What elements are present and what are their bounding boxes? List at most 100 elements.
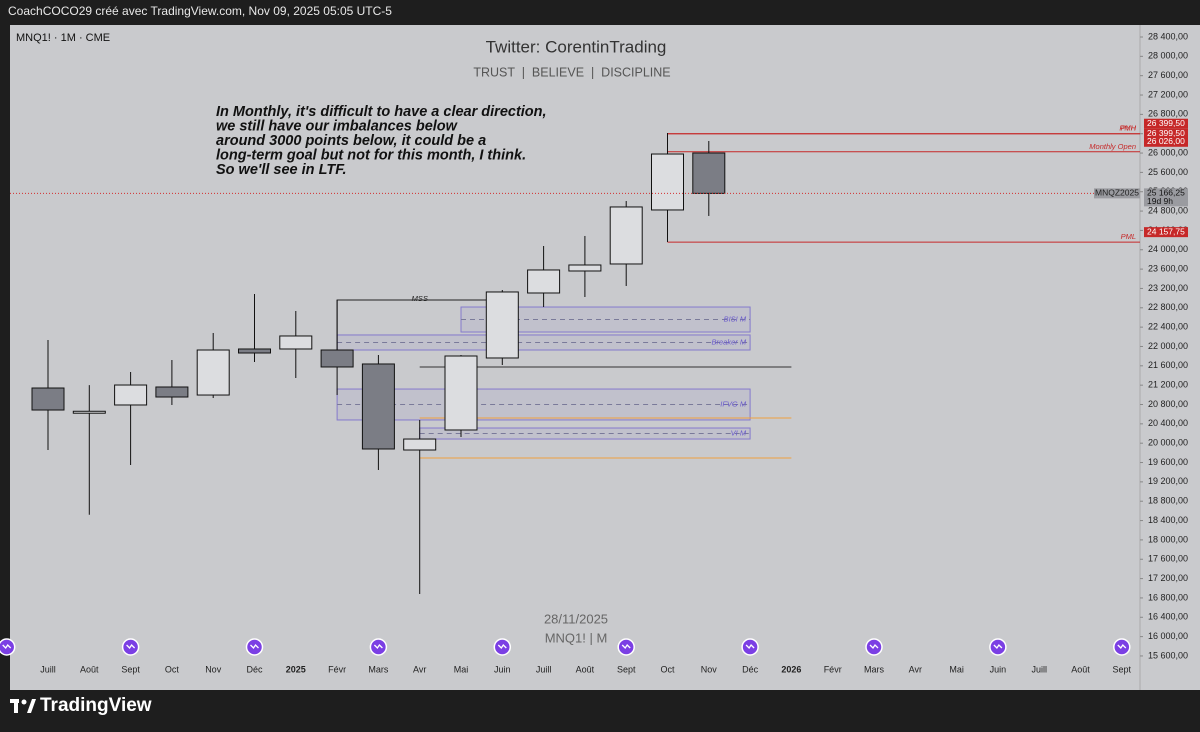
- candle-body: [196, 349, 230, 396]
- price-tag: [1144, 118, 1188, 129]
- event-icon: [0, 638, 16, 656]
- brand-text: TradingView: [40, 695, 152, 716]
- y-tick-label: 16 800,00: [1148, 592, 1188, 602]
- x-tick-label: Mai: [454, 664, 469, 674]
- event-icon-glyph: [621, 643, 631, 650]
- zone-label: BISI M: [724, 315, 747, 324]
- x-tick-label: Août: [1071, 664, 1090, 674]
- mss-label: MSS: [412, 294, 428, 303]
- y-tick-label: 22 000,00: [1148, 341, 1188, 351]
- candle-body: [361, 363, 395, 450]
- key-level-name: Monthly Open: [1089, 142, 1136, 151]
- x-tick-label: Nov: [205, 664, 222, 674]
- x-tick-label: Juill: [1031, 664, 1047, 674]
- zone-label: VI M: [731, 429, 747, 438]
- price-tag-label: 26 399,50: [1147, 118, 1185, 128]
- x-tick-label: Sept: [121, 664, 140, 674]
- annotation: In Monthly, it's difficult to have a cle…: [216, 104, 547, 120]
- y-tick-label: 15 600,00: [1148, 650, 1188, 660]
- y-tick-label: 17 200,00: [1148, 573, 1188, 583]
- price-tag-label: 25 166,25: [1147, 188, 1185, 198]
- price-tag: [1144, 227, 1188, 238]
- y-tick-label: 18 800,00: [1148, 496, 1188, 506]
- y-tick-label: 26 000,00: [1148, 147, 1188, 157]
- event-icon-glyph: [126, 643, 136, 650]
- y-tick-label: 20 000,00: [1148, 438, 1188, 448]
- x-tick-label: Févr: [328, 664, 346, 674]
- logo-part: [14, 699, 18, 713]
- price-tag: [1144, 188, 1188, 207]
- logo-part: [21, 699, 27, 705]
- event-icon-glyph: [745, 643, 755, 650]
- y-tick-label: 19 600,00: [1148, 457, 1188, 467]
- x-tick-label: Oct: [660, 664, 675, 674]
- symbol-tag-label: MNQZ2025: [1095, 188, 1139, 198]
- candle-body: [403, 438, 437, 451]
- candle-body: [527, 269, 561, 294]
- x-tick-label: Août: [576, 664, 595, 674]
- y-tick-label: 20 800,00: [1148, 399, 1188, 409]
- zone-label: Breaker M: [712, 337, 747, 346]
- x-tick-label: Juill: [536, 664, 552, 674]
- candle-body: [155, 386, 189, 398]
- key-level-name: PML: [1121, 232, 1136, 241]
- date-label: 28/11/2025: [544, 611, 608, 626]
- y-tick-label: 28 000,00: [1148, 51, 1188, 61]
- countdown: 19d 9h: [1147, 196, 1173, 206]
- x-tick-label: Juin: [990, 664, 1007, 674]
- x-tick-label: Mai: [949, 664, 964, 674]
- x-tick-label: Févr: [824, 664, 842, 674]
- y-tick-label: 27 200,00: [1148, 89, 1188, 99]
- x-tick-label: Sept: [1113, 664, 1132, 674]
- candle-body: [651, 153, 684, 211]
- y-tick-label: 23 600,00: [1148, 263, 1188, 273]
- header: CoachCOCO29 créé avec TradingView.com, N…: [8, 4, 392, 18]
- y-tick-label: 18 400,00: [1148, 515, 1188, 525]
- y-tick-label: 23 200,00: [1148, 283, 1188, 293]
- x-tick-label: 2026: [781, 664, 801, 674]
- event-icon-glyph: [373, 643, 383, 650]
- y-tick-label: 20 400,00: [1148, 418, 1188, 428]
- event-icon-glyph: [993, 643, 1003, 650]
- watermark: MNQ1! | M: [545, 630, 608, 645]
- candle-body: [485, 291, 519, 359]
- x-tick-label: Juin: [494, 664, 511, 674]
- event-icon-glyph: [869, 643, 879, 650]
- event-icon-glyph: [2, 643, 12, 650]
- y-tick-label: 28 400,00: [1148, 31, 1188, 41]
- annotation: around 3000 points below, it could be a: [216, 133, 486, 149]
- candle-body: [31, 387, 65, 411]
- y-tick-label: 27 600,00: [1148, 70, 1188, 80]
- x-tick-label: Nov: [701, 664, 718, 674]
- symbol: MNQ1! · 1M · CME: [16, 32, 110, 44]
- y-tick-label: 21 200,00: [1148, 380, 1188, 390]
- y-tick-label: 21 600,00: [1148, 360, 1188, 370]
- price-tag: [1144, 128, 1188, 139]
- y-tick-label: 24 000,00: [1148, 244, 1188, 254]
- candle-body: [72, 410, 106, 414]
- x-tick-label: Avr: [413, 664, 426, 674]
- candle-body: [320, 349, 354, 368]
- brand: TradingView: [10, 695, 152, 716]
- key-level-name: PMH: [1119, 124, 1136, 133]
- annotation: So we'll see in LTF.: [216, 162, 347, 178]
- candle-body: [114, 384, 148, 406]
- x-tick-label: 2025: [286, 664, 306, 674]
- logo-part: [27, 699, 36, 713]
- candle-body: [444, 355, 478, 431]
- y-tick-label: 17 600,00: [1148, 554, 1188, 564]
- x-tick-label: Juill: [40, 664, 56, 674]
- x-tick-label: Sept: [617, 664, 636, 674]
- x-tick-label: Oct: [165, 664, 180, 674]
- zone-label: IFVG M: [720, 399, 747, 408]
- y-tick-label: 18 000,00: [1148, 534, 1188, 544]
- y-tick-label: 22 400,00: [1148, 322, 1188, 332]
- x-tick-label: Mars: [864, 664, 884, 674]
- price-tag: [1144, 136, 1188, 147]
- y-tick-label: 25 600,00: [1148, 167, 1188, 177]
- x-tick-label: Août: [80, 664, 99, 674]
- annotation: we still have our imbalances below: [216, 118, 459, 134]
- y-tick-label: 16 000,00: [1148, 631, 1188, 641]
